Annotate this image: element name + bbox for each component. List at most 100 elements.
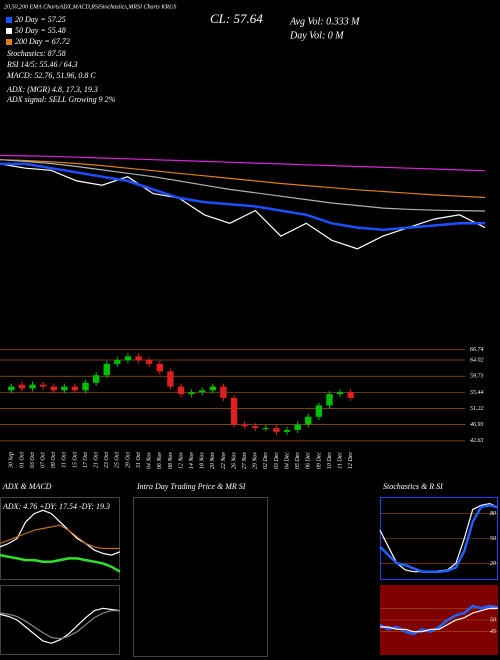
y-tick-label: 80	[490, 511, 496, 517]
x-tick-label: 12 Dec	[348, 452, 354, 469]
series-line	[0, 154, 486, 172]
x-tick-label: 21 Oct	[94, 452, 100, 468]
candle-body	[8, 386, 15, 391]
x-tick-label: 04 Dec	[283, 452, 290, 469]
candle-body	[124, 356, 132, 361]
x-tick-label: 20 Nov	[210, 452, 216, 470]
series-line	[0, 524, 120, 550]
candle-body	[29, 384, 36, 389]
candle-body	[273, 428, 280, 432]
series-line	[0, 159, 486, 199]
x-tick-label: 09 Oct	[51, 452, 57, 468]
x-tick-label: 27 Nov	[242, 452, 248, 470]
y-tick-label: 46.93	[470, 421, 484, 428]
series-line	[380, 607, 498, 633]
y-tick-label: 50	[490, 536, 496, 542]
x-tick-label: 02 Dec	[263, 452, 269, 469]
series-line	[0, 553, 121, 573]
x-tick-label: 07 Oct	[40, 452, 46, 468]
x-tick-label: 31 Oct	[136, 452, 142, 469]
panel-title: ADX & MACD	[2, 482, 52, 491]
candle-body	[220, 386, 227, 398]
candle-body	[135, 356, 142, 361]
legend-swatch	[6, 17, 12, 23]
candle-body	[114, 360, 121, 364]
rsi-label: RSI 14/5: 55.46 / 64.3	[6, 60, 78, 69]
legend-swatch	[6, 39, 12, 45]
ema20-label: 20 Day = 57.25	[15, 15, 66, 24]
x-tick-label: 01 Oct	[19, 452, 25, 468]
series-line	[0, 162, 485, 231]
x-tick-label: 15 Oct	[72, 452, 78, 468]
candle-body	[146, 360, 153, 364]
y-tick-label: 20	[490, 561, 496, 567]
x-tick-label: 29 Oct	[125, 452, 131, 468]
candle-body	[188, 392, 195, 395]
series-line	[0, 610, 120, 640]
candle-body	[209, 386, 216, 391]
panel-title: Stochastics & R SI	[383, 482, 443, 491]
candle-body	[199, 390, 206, 393]
candle-body	[315, 405, 323, 417]
macd-label: MACD: 52.76, 51.96, 0.8 C	[6, 71, 96, 80]
x-tick-label: 06 Dec	[306, 452, 312, 469]
x-tick-label: 18 Nov	[200, 452, 206, 470]
x-tick-label: 14 Nov	[188, 452, 195, 470]
x-tick-label: 30 Sep	[9, 452, 15, 469]
x-tick-label: 03 Oct	[30, 452, 36, 468]
candle-body	[336, 392, 344, 395]
candle-body	[283, 430, 291, 432]
ema200-label: 200 Day = 67.72	[15, 37, 70, 46]
legend-swatch	[6, 28, 12, 34]
candle-body	[326, 394, 333, 406]
candle-body	[252, 426, 259, 429]
x-tick-label: 06 Nov	[157, 452, 163, 470]
candle-body	[177, 386, 185, 395]
candle-body	[82, 382, 89, 391]
x-tick-label: 29 Nov	[253, 452, 259, 470]
x-tick-label: 25 Oct	[115, 452, 121, 468]
series-line	[0, 607, 121, 644]
candle-body	[18, 384, 26, 389]
adx-signal: ADX signal: SELL Growing 9 2%	[6, 95, 116, 104]
ema50-label: 50 Day = 55.48	[15, 26, 66, 35]
x-tick-label: 11 Dec	[337, 452, 343, 469]
x-tick-label: 04 Nov	[146, 452, 153, 470]
series-line	[0, 509, 121, 556]
series-line	[379, 604, 499, 636]
candle-body	[39, 384, 47, 387]
y-tick-label: 50	[490, 617, 496, 623]
series-line	[379, 504, 499, 573]
candle-body	[156, 363, 163, 372]
x-tick-label: 17 Oct	[83, 452, 89, 468]
candle-body	[230, 397, 238, 425]
candle-body	[71, 386, 79, 391]
candle-body	[103, 363, 110, 376]
close-label: CL: 57.64	[210, 11, 263, 26]
panel-subtitle: ADX: 4.76 +DY: 17.54 -DY: 19.3	[2, 502, 110, 511]
stoch-label: Stochastics: 87.58	[7, 49, 66, 58]
candle-body	[61, 386, 68, 391]
y-tick-label: 45	[490, 628, 496, 635]
y-tick-label: 42.63	[470, 437, 484, 444]
y-tick-label: 64.02	[470, 356, 484, 363]
candle-body	[294, 424, 301, 430]
panel-border	[0, 497, 120, 580]
avg-vol: Avg Vol: 0.333 M	[289, 16, 360, 27]
x-tick-label: 11 Oct	[62, 452, 68, 468]
y-tick-label: 66.74	[470, 346, 484, 353]
x-tick-label: 03 Dec	[274, 452, 280, 469]
x-tick-label: 23 Oct	[104, 452, 110, 468]
day-vol: Day Vol: 0 M	[289, 30, 344, 41]
panel-border	[0, 585, 120, 655]
candle-body	[167, 371, 174, 387]
y-tick-label: 51.22	[470, 406, 484, 412]
candle-body	[92, 375, 100, 383]
candle-body	[347, 392, 354, 398]
x-tick-label: 10 Dec	[327, 452, 333, 469]
candle-body	[50, 386, 57, 391]
x-tick-label: 05 Dec	[295, 452, 301, 469]
y-tick-label: 59.73	[470, 374, 484, 380]
